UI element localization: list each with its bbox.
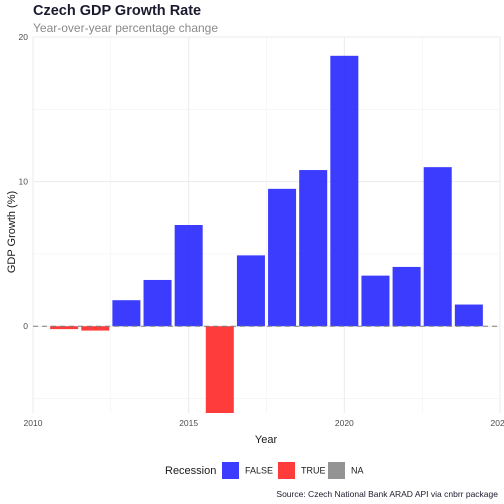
bars <box>50 55 483 413</box>
grid-lines <box>32 36 501 413</box>
y-tick-label: 20 <box>19 32 29 42</box>
x-tick-label: 2015 <box>179 418 198 428</box>
chart-subtitle: Year-over-year percentage change <box>33 21 219 35</box>
bar-2016 <box>205 326 234 413</box>
x-axis-ticks: 2010 2015 2020 2025 <box>24 418 504 428</box>
legend-title: Recession <box>165 465 216 477</box>
bar-2012 <box>81 326 110 331</box>
y-tick-label: 0 <box>23 321 28 331</box>
bar-2014 <box>143 279 172 327</box>
bar-2011 <box>50 326 79 330</box>
x-tick-label: 2025 <box>491 418 504 428</box>
bar-2020 <box>330 55 359 327</box>
bar-2017 <box>236 255 265 327</box>
x-tick-label: 2010 <box>24 418 43 428</box>
chart-title: Czech GDP Growth Rate <box>33 3 202 19</box>
legend-label-na: NA <box>351 466 364 476</box>
bar-2015 <box>174 225 203 327</box>
bar-2013 <box>112 300 141 327</box>
y-axis-title: GDP Growth (%) <box>6 191 18 273</box>
bar-2022 <box>392 266 421 327</box>
legend-swatch-true <box>278 462 295 479</box>
legend-label-false: FALSE <box>245 466 273 476</box>
legend-label-true: TRUE <box>301 466 326 476</box>
bar-2024 <box>454 304 483 327</box>
bar-2018 <box>268 188 297 327</box>
x-tick-label: 2020 <box>335 418 354 428</box>
legend-swatch-na <box>328 462 345 479</box>
y-axis-ticks: 0 10 20 <box>19 32 29 331</box>
legend: Recession FALSE TRUE NA <box>165 462 364 479</box>
y-tick-label: 10 <box>19 177 29 187</box>
bar-2021 <box>361 275 390 327</box>
legend-swatch-false <box>222 462 239 479</box>
source-caption: Source: Czech National Bank ARAD API via… <box>276 489 498 499</box>
bar-2023 <box>423 167 452 327</box>
bar-2019 <box>299 170 328 327</box>
x-axis-title: Year <box>255 434 278 446</box>
